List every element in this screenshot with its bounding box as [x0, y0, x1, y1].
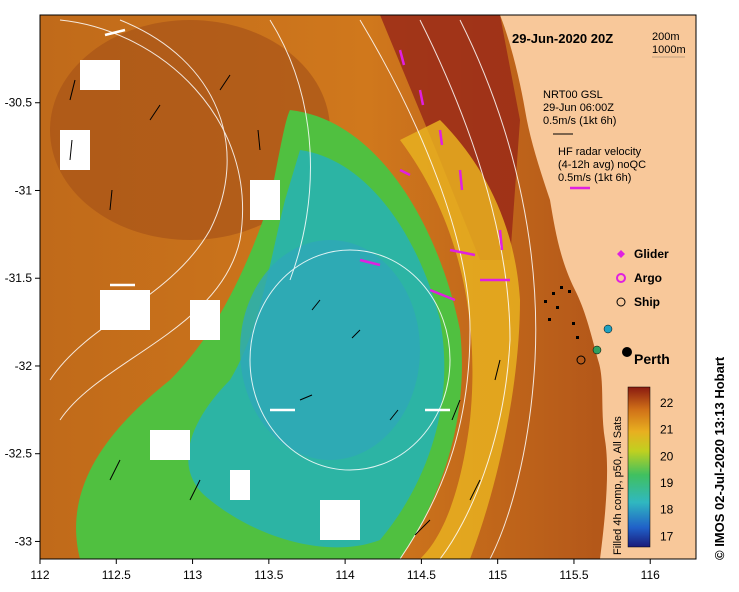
y-tick-label: -32: [15, 359, 33, 373]
glider-legend-icon: [617, 250, 625, 258]
x-tick-label: 114.5: [407, 568, 436, 582]
sst-cool-center: [240, 240, 420, 460]
depth-contour-1000: 1000m: [652, 44, 686, 56]
y-axis: -30.5 -31 -31.5 -32 -32.5 -33: [5, 96, 40, 548]
x-tick-label: 112: [30, 568, 49, 582]
glider-track: [544, 286, 579, 339]
x-tick-label: 114: [336, 568, 355, 582]
sst-front-yellow: [400, 120, 520, 559]
x-axis: 112 112.5 113 113.5 114 114.5 115 115.5 116: [30, 559, 660, 582]
marker-legend: Glider Argo Ship: [616, 247, 669, 309]
model-line2: 29-Jun 06:00Z: [543, 102, 614, 114]
streamlines: [49, 19, 537, 559]
y-tick-label: -30.5: [5, 96, 33, 110]
y-tick-label: -31.5: [5, 271, 33, 285]
ship-marker: [576, 355, 586, 365]
colorbar-tick-label: 21: [660, 423, 674, 437]
cloud-gaps: [60, 60, 360, 540]
coastal-station: [592, 345, 602, 355]
hf-radar-arrows: [359, 49, 510, 302]
model-line1: NRT00 GSL: [543, 89, 603, 101]
depth-contour-200: 200m: [652, 31, 680, 43]
x-tick-label: 115: [488, 568, 507, 582]
perth-marker: [622, 347, 632, 357]
hf-line2: (4-12h avg) noQC: [558, 159, 646, 171]
credit-text: © IMOS 02-Jul-2020 13:13 Hobart: [712, 356, 727, 560]
colorbar-tick-label: 18: [660, 503, 674, 517]
plot-frame: [39, 14, 697, 560]
y-tick-label: -31: [15, 183, 33, 197]
ship-legend-icon: [616, 297, 626, 307]
colorbar-title: Filled 4h comp, p50, All Sats: [612, 416, 624, 555]
x-tick-label: 113.5: [254, 568, 283, 582]
velocity-arrows: [69, 74, 501, 536]
colorbar-tick-label: 19: [660, 476, 674, 490]
hf-line3: 0.5m/s (1kt 6h): [558, 172, 631, 184]
colorbar-gradient: [627, 386, 651, 548]
y-tick-label: -33: [15, 534, 33, 548]
argo-legend-icon: [616, 273, 626, 283]
colorbar-tick-label: 20: [660, 449, 674, 463]
x-tick-label: 116: [641, 568, 660, 582]
y-tick-label: -32.5: [5, 447, 33, 461]
large-current-arrows: [104, 28, 450, 412]
x-tick-label: 113: [183, 568, 202, 582]
model-line3: 0.5m/s (1kt 6h): [543, 115, 616, 127]
colorbar-tick-label: 17: [660, 529, 674, 543]
legend-ship-label: Ship: [634, 295, 660, 309]
hf-line1: HF radar velocity: [558, 146, 642, 158]
coastal-station: [603, 324, 613, 334]
colorbar-tick-label: 22: [660, 396, 674, 410]
legend-argo-label: Argo: [634, 271, 662, 285]
colorbar: 17 18 19 20 21 22 Filled 4h comp, p50, All Sa…: [612, 386, 674, 555]
legend-glider-label: Glider: [634, 247, 669, 261]
x-tick-label: 112.5: [102, 568, 131, 582]
city-label: Perth: [634, 351, 670, 367]
x-tick-label: 115.5: [559, 568, 588, 582]
date-title: 29-Jun-2020 20Z: [512, 31, 613, 46]
